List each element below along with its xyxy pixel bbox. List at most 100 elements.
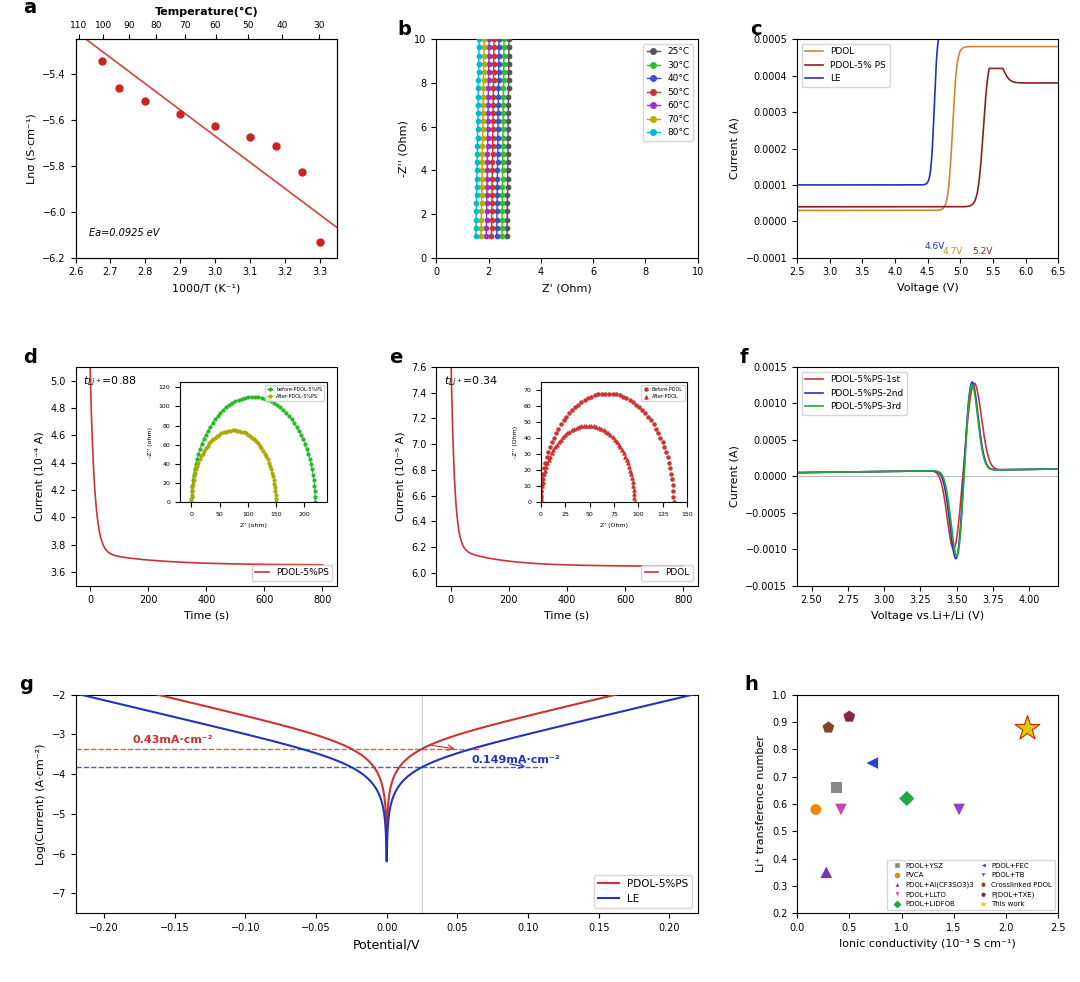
Point bbox=[485, 88, 502, 104]
Point bbox=[483, 220, 500, 236]
Point bbox=[473, 163, 490, 179]
Point bbox=[474, 105, 491, 121]
X-axis label: Time (s): Time (s) bbox=[184, 611, 229, 621]
X-axis label: 1000/T (K⁻¹): 1000/T (K⁻¹) bbox=[172, 283, 241, 293]
Point bbox=[489, 171, 507, 187]
Point bbox=[500, 64, 517, 80]
Point bbox=[483, 228, 500, 244]
PDOL bbox=[918, 204, 931, 216]
Line: PDOL-5% PS: PDOL-5% PS bbox=[797, 69, 1058, 207]
Point bbox=[473, 212, 490, 228]
Point bbox=[499, 154, 516, 170]
PDOL-5%PS-1st bbox=[906, 465, 919, 477]
PDOL-5% PS bbox=[983, 63, 996, 75]
Point bbox=[468, 195, 485, 211]
Text: a: a bbox=[24, 0, 37, 17]
PDOL-5% PS bbox=[910, 201, 923, 213]
Point bbox=[500, 113, 517, 129]
Point bbox=[475, 73, 492, 88]
Point bbox=[480, 81, 497, 96]
PDOL-5%PS-1st bbox=[1000, 464, 1013, 475]
Point bbox=[471, 31, 488, 47]
PDOL-5%PS-3rd bbox=[995, 464, 1008, 475]
Point bbox=[469, 113, 486, 129]
Point bbox=[110, 80, 127, 95]
Point bbox=[480, 122, 497, 137]
PDOL-5%PS-1st bbox=[971, 383, 984, 395]
PDOL-5%PS-3rd bbox=[818, 466, 831, 478]
Point bbox=[499, 195, 516, 211]
Point bbox=[484, 146, 501, 162]
Y-axis label: Lnσ (S·cm⁻¹): Lnσ (S·cm⁻¹) bbox=[27, 113, 37, 184]
Text: $t_{Li^+}$=0.34: $t_{Li^+}$=0.34 bbox=[444, 374, 498, 388]
Point bbox=[478, 154, 496, 170]
Line: LE: LE bbox=[76, 693, 698, 861]
Point bbox=[468, 179, 485, 194]
Point bbox=[477, 212, 495, 228]
Point bbox=[480, 88, 497, 104]
Point bbox=[481, 39, 498, 55]
Point bbox=[499, 188, 516, 203]
PDOL-5%PS-1st bbox=[896, 465, 909, 477]
PDOL-5%PS-3rd bbox=[966, 379, 978, 391]
Point bbox=[484, 154, 501, 170]
LE bbox=[804, 179, 816, 191]
Point bbox=[475, 56, 492, 72]
Point bbox=[470, 56, 487, 72]
Point bbox=[474, 154, 491, 170]
Point bbox=[469, 146, 486, 162]
Legend: PDOL-5%PS, LE: PDOL-5%PS, LE bbox=[594, 875, 692, 908]
Point bbox=[474, 88, 491, 104]
Point bbox=[485, 64, 502, 80]
PDOL bbox=[1026, 40, 1039, 52]
Line: PDOL-5%PS: PDOL-5%PS bbox=[76, 676, 698, 844]
Point bbox=[499, 163, 516, 179]
Point bbox=[485, 105, 502, 121]
Y-axis label: Li⁺ transference number: Li⁺ transference number bbox=[756, 736, 767, 872]
Point bbox=[478, 179, 496, 194]
PDOL-5%PS-2nd bbox=[818, 466, 831, 478]
Point bbox=[474, 137, 491, 153]
Point bbox=[268, 138, 285, 154]
PDOL bbox=[997, 40, 1010, 52]
Point bbox=[469, 163, 486, 179]
Point bbox=[488, 203, 505, 219]
Point bbox=[480, 97, 497, 113]
Point bbox=[489, 146, 507, 162]
Y-axis label: Current (A): Current (A) bbox=[730, 445, 740, 508]
LE bbox=[380, 855, 393, 867]
Y-axis label: Current (10⁻⁵ A): Current (10⁻⁵ A) bbox=[395, 431, 405, 521]
Point bbox=[484, 137, 501, 153]
Point bbox=[489, 130, 507, 145]
Point bbox=[500, 81, 517, 96]
Point bbox=[489, 122, 507, 137]
LE bbox=[673, 692, 686, 704]
Text: 0.149mA·cm⁻²: 0.149mA·cm⁻² bbox=[472, 754, 561, 765]
Point bbox=[488, 188, 505, 203]
Point bbox=[1018, 720, 1036, 736]
Point bbox=[470, 73, 487, 88]
PDOL-5% PS bbox=[1052, 77, 1065, 88]
Point bbox=[807, 801, 824, 817]
Point bbox=[93, 53, 110, 69]
Text: c: c bbox=[750, 20, 761, 39]
PDOL-5%PS-2nd bbox=[995, 464, 1008, 475]
Point bbox=[471, 39, 488, 55]
Point bbox=[495, 137, 512, 153]
Legend: PDOL, PDOL-5% PS, LE: PDOL, PDOL-5% PS, LE bbox=[801, 44, 890, 87]
Point bbox=[481, 31, 498, 47]
LE bbox=[933, 29, 946, 41]
Point bbox=[478, 195, 496, 211]
Point bbox=[484, 113, 501, 129]
Point bbox=[489, 105, 507, 121]
Point bbox=[474, 97, 491, 113]
Text: e: e bbox=[389, 348, 403, 366]
Point bbox=[820, 720, 837, 736]
PDOL-5%PS-1st bbox=[995, 464, 1008, 475]
Point bbox=[468, 203, 485, 219]
X-axis label: Time (s): Time (s) bbox=[544, 611, 590, 621]
Point bbox=[485, 97, 502, 113]
Point bbox=[488, 212, 505, 228]
Point bbox=[494, 220, 511, 236]
PDOL-5%PS-1st bbox=[791, 466, 804, 478]
